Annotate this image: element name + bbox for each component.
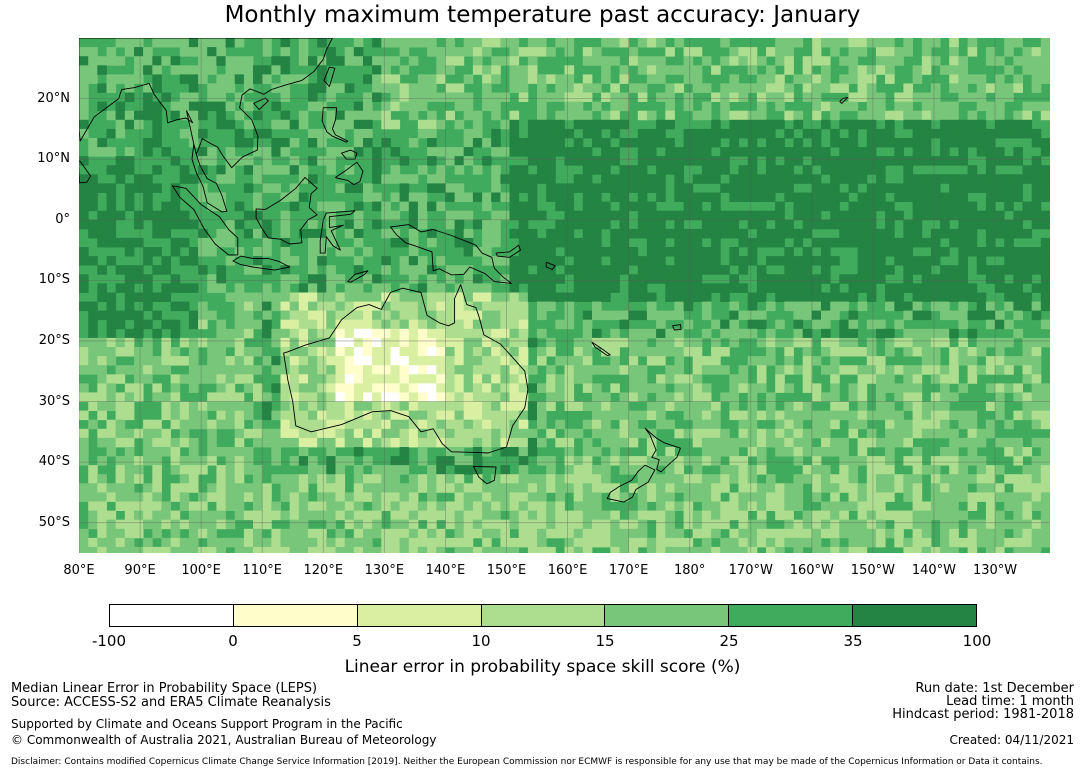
colorbar-segment [110,605,234,626]
colorbar-tick-label: 10 [471,632,491,650]
colorbar-segment [481,605,606,626]
new-zealand-south-coastline [606,464,656,503]
colorbar-segment [605,605,730,626]
sumatra-coastline [171,185,239,256]
longitude-label: 130°W [972,563,1018,578]
timor-coastline [347,270,369,283]
longitude-label: 90°E [124,563,156,578]
footer-created: Created: 04/11/2021 [949,733,1074,747]
footer-run-date: Run date: 1st December [915,681,1074,696]
graticule [79,38,1050,553]
longitude-label: 160°W [789,563,834,578]
skill-score-map [79,38,1050,553]
latitude-label: 50°S [38,514,70,530]
fiji-coastline [672,324,682,331]
colorbar-tick-label: 35 [843,632,863,650]
new-zealand-north-coastline [644,427,681,473]
indochina-coastline [79,38,333,169]
taiwan-coastline [323,66,336,87]
new-britain-coastline [495,244,521,258]
longitude-label: 150°W [850,563,895,578]
footer-disclaimer: Disclaimer: Contains modified Copernicus… [11,757,1043,767]
mindanao-coastline [335,161,364,186]
latitude-label: 30°S [38,393,70,409]
longitude-label: 140°E [425,563,466,578]
colorbar-tick-label: 25 [719,632,739,650]
new-guinea-coastline [390,224,512,284]
luzon-south-coastline [341,149,358,160]
longitude-label: 130°E [364,563,405,578]
latitude-label: 40°S [38,454,70,470]
colorbar-segment [853,605,977,626]
sri-lanka-coastline [79,160,92,184]
longitude-label: 180° [674,563,706,578]
longitude-label: 110°E [242,563,282,578]
colorbar-label: Linear error in probability space skill … [344,657,741,677]
latitude-label: 10°N [37,151,70,167]
latitude-label: 20°S [38,332,70,348]
longitude-label: 80°E [63,563,95,578]
colorbar-segment [729,605,854,626]
latitude-label: 20°N [37,90,70,106]
longitude-label: 150°E [486,563,527,578]
colorbar-segment [233,605,358,626]
footer-lead-time: Lead time: 1 month [946,694,1074,709]
new-caledonia-coastline [591,341,611,356]
colorbar-tick-label: 5 [352,632,362,650]
footer-source: Source: ACCESS-S2 and ERA5 Climate Reana… [11,695,331,710]
footer-method: Median Linear Error in Probability Space… [11,681,318,696]
colorbar-tick-label: -100 [91,632,127,650]
tasmania-coastline [473,465,497,485]
colorbar-tick-label: 0 [228,632,238,650]
colorbar-tick-label: 100 [962,632,992,650]
latitude-label: 0° [55,211,70,227]
longitude-label: 120°E [303,563,344,578]
hainan-coastline [253,97,269,110]
footer-support: Supported by Climate and Oceans Support … [11,717,403,731]
longitude-label: 100°E [181,563,221,578]
longitude-label: 170°W [728,563,773,578]
map-title: Monthly maximum temperature past accurac… [224,2,861,28]
colorbar-tick-label: 15 [595,632,615,650]
solomon-islands-coastline [545,261,556,270]
colorbar [109,604,977,627]
longitude-label: 160°E [547,563,588,578]
longitude-label: 140°W [911,563,957,578]
coastlines [79,38,849,503]
java-coastline [232,255,291,271]
colorbar-segment [357,605,482,626]
footer-hindcast: Hindcast period: 1981-2018 [892,707,1074,722]
borneo-coastline [255,176,318,245]
longitude-label: 170°E [608,563,649,578]
philippines-coastline [321,107,349,143]
latitude-label: 10°S [38,272,70,288]
footer-copyright: © Commonwealth of Australia 2021, Austra… [11,733,437,747]
sulawesi-coastline [319,210,356,254]
hawaii-coastline [839,96,849,104]
skill-score-cells [79,38,1050,553]
australia-coastline [283,284,529,454]
